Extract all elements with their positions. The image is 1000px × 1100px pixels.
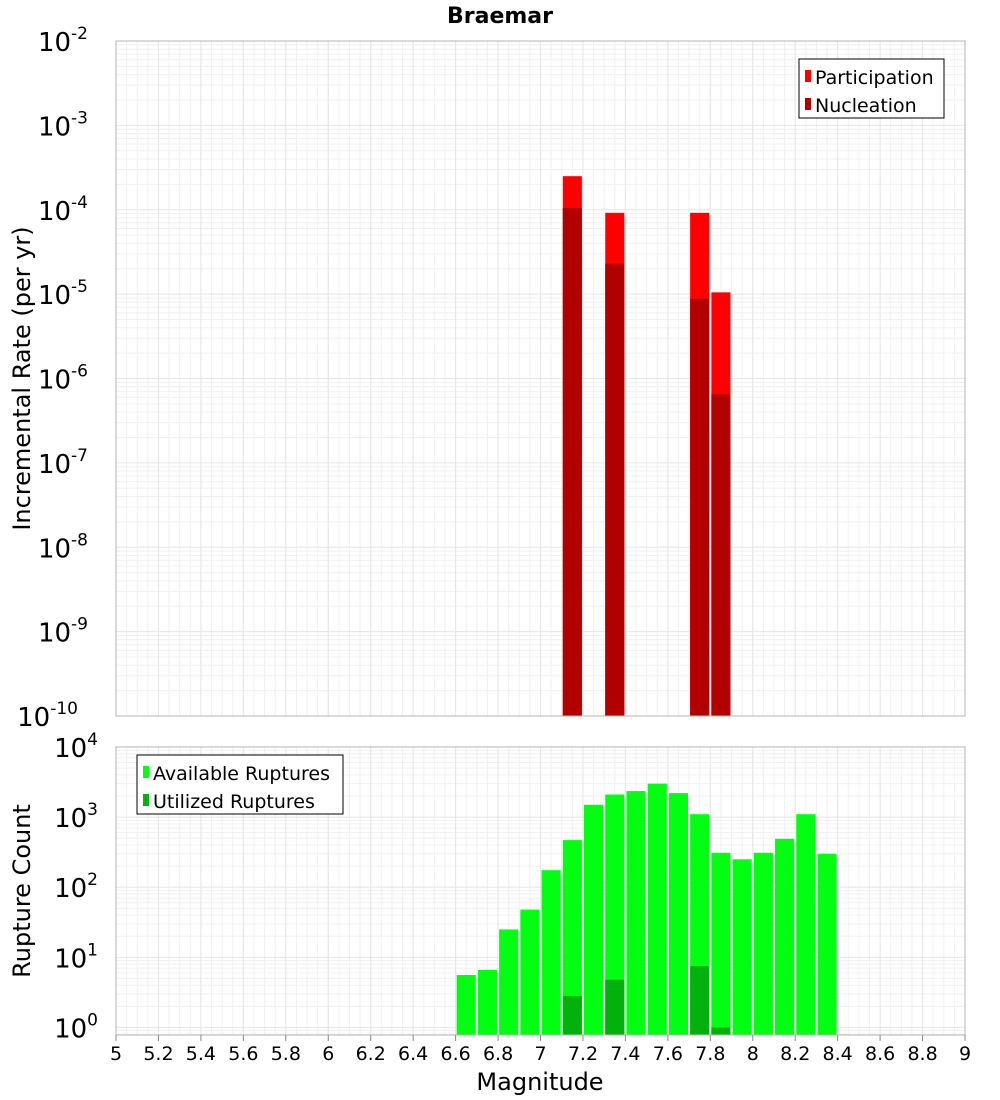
- bar-utilized-ruptures: [690, 966, 710, 1035]
- y-tick-label: 10-10: [17, 699, 78, 733]
- x-tick-label: 6.2: [356, 1043, 386, 1065]
- y-tick-label: 10-2: [38, 24, 88, 58]
- legend-swatch: [143, 766, 149, 778]
- bar-available-ruptures: [668, 793, 689, 1035]
- y-axis-label: Rupture Count: [8, 804, 36, 978]
- y-tick-label: 102: [54, 870, 98, 904]
- y-tick-label: 104: [54, 730, 98, 764]
- legend-label: Available Ruptures: [153, 763, 330, 785]
- legend-label: Utilized Ruptures: [153, 791, 315, 813]
- count-panel: 100 101 102 103 104 Rupture Count Available Ru…: [8, 730, 971, 1096]
- bar-available-ruptures: [562, 840, 582, 1035]
- y-tick-label: 10-8: [38, 530, 88, 564]
- bar-available-ruptures: [626, 791, 646, 1035]
- x-tick-label: 8.6: [865, 1043, 895, 1065]
- y-tick-label: 101: [54, 940, 98, 974]
- y-tick-label: 100: [54, 1010, 98, 1044]
- bar-available-ruptures: [456, 974, 476, 1035]
- legend-swatch: [143, 794, 149, 806]
- bar-utilized-ruptures: [605, 979, 625, 1035]
- bar-available-ruptures: [647, 783, 667, 1035]
- bar-available-ruptures: [520, 909, 540, 1035]
- bar-available-ruptures: [817, 853, 837, 1035]
- chart-title: Braemar: [447, 4, 553, 29]
- x-tick-label: 7.8: [695, 1043, 725, 1065]
- legend-box: [798, 58, 945, 119]
- y-tick-label: 10-7: [38, 446, 88, 480]
- plot-frame: [115, 40, 966, 717]
- bar-nucleation: [605, 263, 625, 716]
- bar-available-ruptures: [477, 969, 497, 1035]
- x-tick-label: 8.2: [780, 1043, 810, 1065]
- y-tick-label: 10-4: [38, 193, 88, 227]
- y-tick-label: 103: [54, 800, 98, 834]
- x-tick-label: 5.4: [186, 1043, 216, 1065]
- bar-nucleation: [690, 298, 710, 716]
- x-tick-label: 6.6: [440, 1043, 470, 1065]
- bar-available-ruptures: [541, 870, 561, 1035]
- bar-available-ruptures: [584, 804, 604, 1035]
- rate-panel: 10-10 10-9 10-8 10-7 10-6 10-5 10-4 10-3 10-2 Inc…: [8, 24, 966, 733]
- legend: Available Ruptures Utilized Ruptures: [136, 754, 344, 815]
- x-tick-label: 5: [110, 1043, 122, 1065]
- legend: Participation Nucleation: [798, 58, 945, 119]
- bar-available-ruptures: [732, 859, 752, 1035]
- y-axis-label: Incremental Rate (per yr): [8, 226, 36, 530]
- legend-swatch: [805, 98, 811, 110]
- y-tick-label: 10-3: [38, 108, 88, 142]
- x-tick-label: 6.4: [398, 1043, 428, 1065]
- bar-available-ruptures: [711, 852, 731, 1035]
- y-tick-label: 10-9: [38, 615, 88, 649]
- x-tick-label: 7.4: [610, 1043, 640, 1065]
- bar-available-ruptures: [796, 814, 816, 1035]
- x-tick-label: 6: [322, 1043, 334, 1065]
- legend-box: [136, 754, 344, 815]
- bar-available-ruptures: [605, 794, 625, 1035]
- bar-utilized-ruptures: [562, 996, 582, 1035]
- x-tick-label: 7.2: [568, 1043, 598, 1065]
- x-tick-label: 5.2: [143, 1043, 173, 1065]
- legend-label: Nucleation: [815, 95, 917, 117]
- y-tick-label: 10-5: [38, 277, 88, 311]
- bar-available-ruptures: [753, 852, 773, 1035]
- bar-nucleation: [562, 207, 582, 716]
- x-axis-label: Magnitude: [476, 1068, 603, 1096]
- x-tick-label: 8: [747, 1043, 759, 1065]
- x-tick-label: 7.6: [653, 1043, 683, 1065]
- x-tick-label: 5.6: [228, 1043, 258, 1065]
- bar-available-ruptures: [499, 929, 519, 1035]
- y-tick-label: 10-6: [38, 362, 88, 396]
- legend-label: Participation: [815, 67, 934, 89]
- x-tick-label: 9: [959, 1043, 971, 1065]
- x-tick-label: 5.8: [271, 1043, 301, 1065]
- x-tick-label: 6.8: [483, 1043, 513, 1065]
- bar-nucleation: [711, 394, 731, 716]
- x-tick-label: 7: [534, 1043, 546, 1065]
- bar-utilized-ruptures: [711, 1027, 731, 1035]
- x-tick-label: 8.8: [907, 1043, 937, 1065]
- bar-available-ruptures: [775, 838, 795, 1035]
- x-tick-label: 8.4: [823, 1043, 853, 1065]
- legend-swatch: [805, 70, 811, 82]
